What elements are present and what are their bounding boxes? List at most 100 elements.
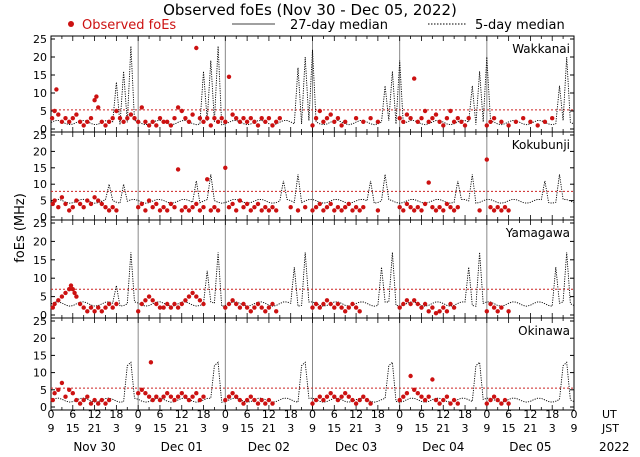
observed-point [310,123,315,128]
day-label: Dec 03 [335,440,377,454]
observed-point [194,391,199,396]
observed-point [106,208,112,213]
observed-point [328,391,333,396]
observed-point [74,112,79,117]
observed-point [117,116,123,121]
observed-point [226,74,232,80]
observed-point [364,397,370,403]
observed-point [194,45,199,51]
observed-point [67,387,72,392]
observed-point [437,401,442,406]
observed-point [103,305,108,310]
observed-point [437,119,442,125]
observed-point [85,309,90,314]
y-tick-label: 10 [33,367,47,380]
y-tick-label: 10 [33,272,47,285]
observed-point [266,116,272,121]
observed-point [426,309,431,314]
observed-point [451,208,457,213]
observed-point [59,380,65,386]
observed-point [455,401,460,406]
observed-point [92,98,97,103]
jst-tick-label: 15 [414,422,428,435]
jst-tick-label: 21 [262,422,276,435]
observed-point [332,394,337,399]
observed-point [433,311,439,316]
observed-point [499,305,504,310]
y-axis-label: foEs (MHz) [13,193,28,263]
observed-point [110,305,115,310]
observed-point [230,391,235,396]
ut-tick-label: 18 [371,408,385,421]
observed-point [70,391,76,396]
observed-point [241,205,246,210]
observed-point [161,119,166,125]
observed-point [404,201,410,207]
observed-point [146,198,152,203]
observed-point [321,119,326,125]
observed-point [154,201,159,207]
observed-point [357,309,362,314]
observed-point [353,205,359,210]
observed-point [259,397,264,403]
observed-point [448,301,453,307]
y-tick-label: 0 [40,123,47,136]
observed-point [103,401,108,406]
observed-point [397,205,402,210]
observed-point [56,298,61,303]
observed-point [190,394,195,399]
observed-point [201,301,206,307]
observed-point [139,301,144,307]
observed-point [94,94,99,99]
observed-point [205,177,210,182]
y-tick-label: 15 [33,69,47,82]
observed-point [241,401,246,406]
observed-point [270,205,275,210]
observed-point [223,305,228,310]
observed-point [430,377,435,382]
observed-point [397,397,402,403]
panels: 0 5 10 15 20 25 Wakkanai 0 5 10 15 20 25 Kokubunji 0 5 1… [33,33,575,414]
observed-point [52,301,57,307]
observed-point [321,208,326,213]
observed-point [419,394,424,399]
observed-point [237,397,243,403]
observed-point [183,298,188,303]
observed-point [502,397,508,403]
station-label: Yamagawa [505,226,570,240]
observed-point [143,391,148,396]
jst-tick-label: 15 [240,422,254,435]
observed-point [74,397,79,403]
observed-point [56,387,61,392]
observed-point [150,298,155,303]
observed-point [56,112,61,117]
observed-point [313,205,319,210]
observed-point [143,208,148,213]
observed-point [535,123,540,128]
observed-point [422,201,428,207]
observed-point [484,157,489,162]
observed-point [419,305,424,310]
observed-point [346,201,351,207]
observed-point [70,287,76,292]
observed-point [499,401,504,406]
observed-point [201,119,206,125]
observed-point [401,301,406,307]
median5-line [50,252,575,307]
ut-tick-label: 12 [88,408,102,421]
observed-point [241,116,246,121]
observed-point [368,116,373,121]
observed-point [328,112,333,117]
jst-tick-label: 3 [113,422,120,435]
observed-point [361,205,366,210]
day-label: Dec 01 [161,440,203,454]
observed-point [375,119,381,125]
observed-point [68,283,74,288]
observed-point [128,112,134,117]
observed-point [506,208,511,213]
observed-point [49,116,55,121]
observed-point [175,394,181,399]
y-tick-label: 20 [33,51,47,64]
panel-kokubunji: 0 5 10 15 20 25 Kokubunji [33,129,575,224]
observed-point [50,397,55,403]
